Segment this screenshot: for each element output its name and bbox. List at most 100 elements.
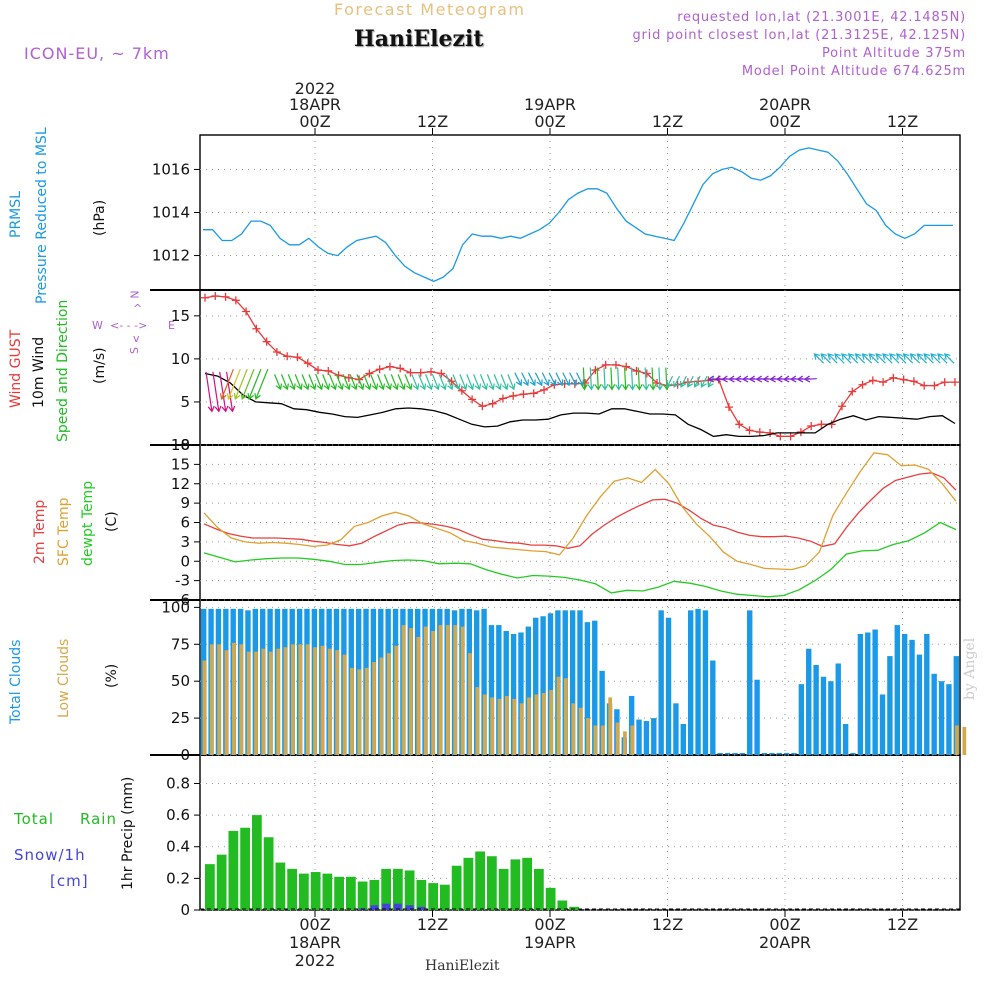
top-time-label: 00Z (769, 112, 800, 131)
wind-direction-arrow (370, 374, 379, 391)
low-clouds-bar (505, 695, 509, 755)
wind-gust-point (920, 381, 929, 390)
low-clouds-bar (298, 644, 303, 755)
rain-bar (381, 868, 391, 910)
wind-direction-arrow (847, 353, 859, 364)
wind-direction-arrow (466, 374, 475, 391)
total-clouds-bar (547, 613, 554, 755)
rain-bar (416, 879, 427, 910)
wind-direction-arrow (868, 353, 879, 364)
total-clouds-bar (820, 676, 827, 755)
temp-tick-label: -6 (175, 591, 190, 609)
temp-tick-label: 0 (180, 552, 190, 570)
compass-arrow-n: ^ (133, 302, 143, 315)
wind-direction-arrow (322, 374, 331, 391)
wind-direction-arrow (820, 353, 831, 364)
wind-direction-arrow (240, 368, 255, 400)
wind-direction-arrow (707, 375, 715, 388)
top-date-label: 19APR (524, 95, 576, 114)
wind-direction-arrow (686, 375, 694, 388)
low-clouds-bar (239, 644, 244, 755)
snow-bar (405, 905, 414, 910)
model-label: ICON-EU, ~ 7km (24, 44, 170, 63)
low-clouds-bar (217, 644, 221, 755)
bottom-time-label: 00Z (534, 915, 565, 934)
wind-direction-arrow (315, 374, 324, 391)
gridpoint-coords: grid point closest lon,lat (21.3125E, 42… (632, 28, 966, 43)
wind-gust-point (807, 422, 816, 431)
temp-sfc-line (203, 452, 957, 571)
wind-gust-point (427, 367, 436, 376)
wind-direction-arrow (548, 372, 557, 387)
top-date-label: 18APR (289, 95, 341, 114)
total-clouds-bar (569, 610, 576, 755)
wind-gust-point (776, 432, 785, 441)
rain-bar (334, 876, 344, 910)
total-clouds-bar (806, 648, 812, 755)
wind-direction-arrow (937, 353, 948, 364)
total-clouds-bar (747, 610, 753, 755)
wind-direction-arrow (834, 353, 845, 364)
wind-direction-arrow (514, 372, 523, 387)
wind-direction-arrow (569, 372, 577, 387)
wind-direction-arrow (656, 367, 664, 391)
wind-gust-point (899, 375, 908, 384)
wind-direction-arrow (233, 368, 248, 400)
wind-gust-point (622, 362, 631, 371)
low-clouds-bar (955, 725, 959, 755)
clouds-tick-label: 100 (161, 598, 190, 616)
wind-gust-point (488, 399, 497, 408)
precip-tick-label: 0.4 (166, 838, 190, 856)
top-date-label: 20APR (759, 95, 811, 114)
label-snow: Snow/1h (14, 846, 86, 864)
temp-tick-label: 12 (171, 475, 190, 493)
low-clouds-bar (475, 687, 480, 755)
low-clouds-bar (623, 731, 627, 755)
low-clouds-bar (586, 718, 590, 755)
low-clouds-bar (527, 697, 531, 755)
low-clouds-bar (519, 703, 524, 755)
low-clouds-bar (202, 660, 207, 755)
snow-bar (417, 906, 426, 910)
total-clouds-bar (879, 694, 886, 755)
total-clouds-bar (842, 724, 849, 755)
wind-direction-arrow (666, 375, 674, 388)
wind-direction-arrow (693, 375, 701, 388)
wind-direction-arrow (383, 374, 392, 391)
total-clouds-bar (710, 660, 716, 755)
wind-gust-point (221, 292, 230, 301)
location-title: HaniElezit (354, 26, 484, 52)
wind-direction-arrow (219, 371, 229, 413)
wind-gust-point (324, 366, 333, 375)
total-clouds-bar (901, 633, 908, 755)
wind-gust-point (272, 348, 281, 356)
low-clouds-bar (431, 631, 435, 755)
wind-gust-point (642, 369, 651, 378)
wind-gust-point (930, 381, 939, 390)
total-clouds-bar (481, 608, 487, 755)
wind-direction-arrow (555, 372, 564, 387)
rain-bar (451, 865, 462, 910)
total-clouds-bar (924, 633, 930, 755)
total-clouds-bar (533, 617, 539, 755)
temp-tick-label: 18 (171, 436, 190, 454)
snow-bar (394, 903, 402, 910)
wind-direction-arrow (425, 374, 434, 391)
low-clouds-bar (512, 698, 517, 755)
total-clouds-bar (503, 631, 509, 755)
wind-direction-arrow (587, 367, 595, 391)
clouds-tick-label: 75 (171, 635, 190, 653)
low-clouds-bar (600, 725, 605, 755)
low-clouds-bar (460, 626, 465, 755)
temp-2m-line (203, 472, 957, 549)
bottom-time-label: 12Z (887, 915, 918, 934)
wind-direction-arrow (294, 374, 303, 391)
rain-bar (369, 879, 380, 910)
wind-gust-point (786, 432, 795, 441)
rain-bar (475, 851, 485, 910)
rain-bar (487, 856, 497, 910)
wind-direction-arrow (923, 353, 934, 364)
total-clouds-bar (835, 663, 841, 755)
wind-gust-point (211, 292, 220, 301)
wind-gust-point (478, 402, 487, 411)
